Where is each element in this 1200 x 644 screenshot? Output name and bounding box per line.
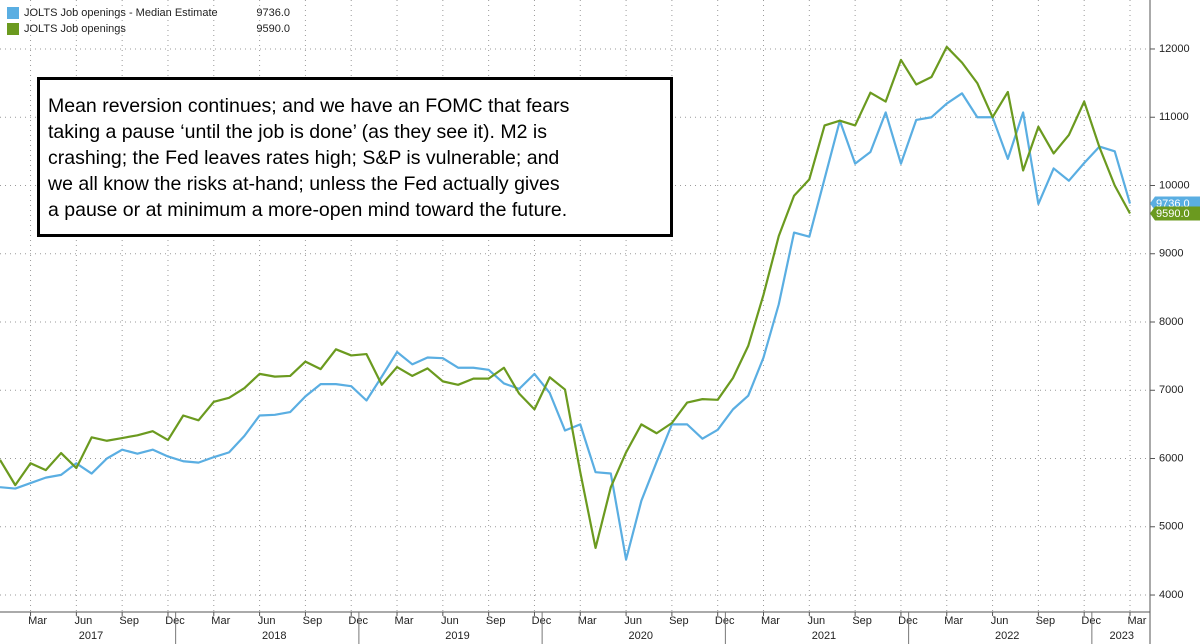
x-tick-label: Sep <box>669 615 689 627</box>
x-tick-label: Sep <box>1036 615 1056 627</box>
annotation-line: crashing; the Fed leaves rates high; S&P… <box>48 147 560 169</box>
year-label: 2020 <box>628 630 652 642</box>
legend-value: 9590.0 <box>256 23 290 35</box>
x-tick-label: Mar <box>395 615 414 627</box>
year-label: 2017 <box>79 630 103 642</box>
x-tick-label: Mar <box>578 615 597 627</box>
tag-shape <box>1150 206 1200 221</box>
annotation-line: Mean reversion continues; and we have an… <box>48 95 570 117</box>
x-tick-label: Sep <box>119 615 139 627</box>
y-tick-label: 8000 <box>1159 316 1183 328</box>
year-label: 2023 <box>1109 630 1133 642</box>
y-tick-label: 7000 <box>1159 384 1183 396</box>
x-tick-label: Jun <box>991 615 1009 627</box>
legend-label: JOLTS Job openings - Median Estimate <box>24 7 218 19</box>
year-label: 2022 <box>995 630 1019 642</box>
x-tick-label: Mar <box>761 615 780 627</box>
year-label: 2019 <box>445 630 469 642</box>
annotation-box: Mean reversion continues; and we have an… <box>37 77 673 237</box>
last-value-tag: 9590.0 <box>1150 206 1200 221</box>
x-tick-label: Sep <box>486 615 506 627</box>
y-tick-label: 6000 <box>1159 452 1183 464</box>
legend-swatch <box>7 7 19 19</box>
year-label: 2021 <box>812 630 836 642</box>
tag-label: 9590.0 <box>1156 208 1190 220</box>
x-tick-label: Jun <box>807 615 825 627</box>
series-line <box>0 45 1131 550</box>
series-line <box>0 92 1132 561</box>
x-tick-label: Mar <box>1128 615 1147 627</box>
annotation-line: we all know the risks at-hand; unless th… <box>48 173 560 195</box>
annotation-line: a pause or at minimum a more-open mind t… <box>48 199 568 221</box>
y-tick-label: 9000 <box>1159 248 1183 260</box>
x-tick-label: Jun <box>624 615 642 627</box>
legend-label: JOLTS Job openings <box>24 23 126 35</box>
annotation-line: taking a pause ‘until the job is done’ (… <box>48 121 547 143</box>
x-tick-label: Jun <box>258 615 276 627</box>
y-tick-label: 12000 <box>1159 43 1190 55</box>
y-tick-label: 5000 <box>1159 521 1183 533</box>
y-tick-label: 11000 <box>1159 111 1189 123</box>
x-tick-label: Mar <box>211 615 230 627</box>
x-tick-label: Jun <box>74 615 92 627</box>
y-tick-label: 4000 <box>1159 589 1183 601</box>
x-tick-label: Sep <box>303 615 323 627</box>
x-tick-label: Mar <box>28 615 47 627</box>
y-tick-label: 10000 <box>1159 179 1190 191</box>
x-tick-label: Jun <box>441 615 459 627</box>
x-tick-label: Sep <box>852 615 872 627</box>
year-label: 2018 <box>262 630 286 642</box>
legend-swatch <box>7 23 19 35</box>
legend-value: 9736.0 <box>256 7 290 19</box>
x-tick-label: Mar <box>944 615 963 627</box>
